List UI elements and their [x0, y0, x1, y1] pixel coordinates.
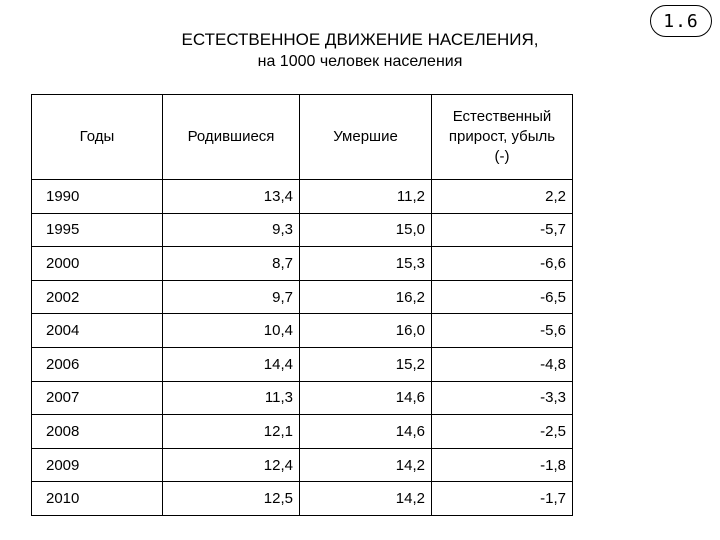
table-row: 2007 11,3 14,6 -3,3: [31, 380, 573, 416]
year-cell: 2010: [31, 481, 163, 516]
growth-cell: -5,7: [431, 212, 573, 248]
table-row: 1990 13,4 11,2 2,2: [31, 179, 573, 214]
year-cell: 2006: [31, 346, 163, 382]
growth-cell: -6,6: [431, 246, 573, 281]
growth-cell: -1,7: [431, 481, 573, 516]
year-cell: 1990: [31, 179, 163, 214]
growth-cell: -2,5: [431, 414, 573, 449]
deaths-cell: 16,2: [299, 279, 432, 315]
table-row: 2002 9,7 16,2 -6,5: [31, 279, 573, 315]
births-cell: 8,7: [162, 246, 300, 281]
table-row: 1995 9,3 15,0 -5,7: [31, 212, 573, 248]
births-cell: 13,4: [162, 179, 300, 214]
births-cell: 14,4: [162, 346, 300, 382]
table-header: Годы Родившиеся Умершие Естественный при…: [31, 94, 573, 180]
deaths-cell: 14,2: [299, 447, 432, 483]
deaths-cell: 14,6: [299, 380, 432, 416]
column-header-years: Годы: [31, 94, 163, 180]
deaths-cell: 14,6: [299, 414, 432, 449]
births-cell: 9,3: [162, 212, 300, 248]
births-cell: 10,4: [162, 313, 300, 348]
growth-cell: -6,5: [431, 279, 573, 315]
table-row: 2006 14,4 15,2 -4,8: [31, 346, 573, 382]
column-header-natural-growth: Естественный прирост, убыль (-): [431, 94, 573, 180]
column-header-births: Родившиеся: [162, 94, 300, 180]
births-cell: 11,3: [162, 380, 300, 416]
year-cell: 2002: [31, 279, 163, 315]
table-row: 2004 10,4 16,0 -5,6: [31, 313, 573, 348]
table-row: 2010 12,5 14,2 -1,7: [31, 481, 573, 516]
year-cell: 2004: [31, 313, 163, 348]
year-cell: 1995: [31, 212, 163, 248]
table-row: 2008 12,1 14,6 -2,5: [31, 414, 573, 449]
births-cell: 12,4: [162, 447, 300, 483]
year-cell: 2007: [31, 380, 163, 416]
births-cell: 9,7: [162, 279, 300, 315]
growth-cell: -4,8: [431, 346, 573, 382]
year-cell: 2000: [31, 246, 163, 281]
header-row: Годы Родившиеся Умершие Естественный при…: [31, 94, 573, 180]
population-table: Годы Родившиеся Умершие Естественный при…: [31, 94, 573, 516]
year-cell: 2009: [31, 447, 163, 483]
growth-cell: -3,3: [431, 380, 573, 416]
births-cell: 12,5: [162, 481, 300, 516]
deaths-cell: 15,3: [299, 246, 432, 281]
deaths-cell: 16,0: [299, 313, 432, 348]
births-cell: 12,1: [162, 414, 300, 449]
deaths-cell: 14,2: [299, 481, 432, 516]
column-header-deaths: Умершие: [299, 94, 432, 180]
page-title: ЕСТЕСТВЕННОЕ ДВИЖЕНИЕ НАСЕЛЕНИЯ,: [181, 30, 539, 49]
slide-number-badge: 1.6: [650, 5, 712, 37]
deaths-cell: 15,0: [299, 212, 432, 248]
table-body: 1990 13,4 11,2 2,2 1995 9,3 15,0 -5,7 2000 8,7 15,…: [31, 179, 573, 516]
page-subtitle: на 1000 человек населения: [257, 53, 463, 70]
table-row: 2009 12,4 14,2 -1,8: [31, 447, 573, 483]
table-row: 2000 8,7 15,3 -6,6: [31, 246, 573, 281]
deaths-cell: 11,2: [299, 179, 432, 214]
growth-cell: -1,8: [431, 447, 573, 483]
year-cell: 2008: [31, 414, 163, 449]
growth-cell: 2,2: [431, 179, 573, 214]
growth-cell: -5,6: [431, 313, 573, 348]
deaths-cell: 15,2: [299, 346, 432, 382]
